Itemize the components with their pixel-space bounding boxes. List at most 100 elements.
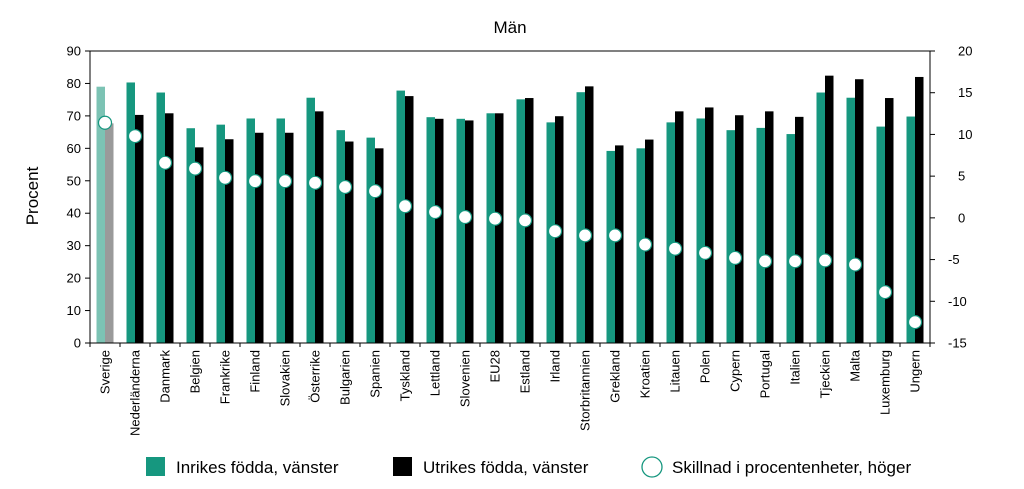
marker-skillnad-3	[187, 161, 203, 176]
y2-tick-label: -5	[948, 252, 960, 267]
legend-label-skillnad: Skillnad i procentenheter, höger	[672, 458, 911, 477]
marker-skillnad-16	[577, 228, 593, 243]
bar-utrikes-16	[585, 86, 594, 344]
x-category-label: Polen	[698, 350, 713, 383]
marker-skillnad-17	[607, 228, 623, 243]
y2-tick-label: 0	[958, 210, 965, 225]
y-tick-label: 60	[67, 141, 81, 156]
marker-skillnad-6	[277, 174, 293, 189]
x-category-label: Irland	[548, 350, 563, 383]
bar-inrikes-0	[96, 86, 105, 343]
marker-skillnad-5	[247, 174, 263, 189]
x-category-label: Portugal	[758, 350, 773, 399]
y2-tick-label: 10	[958, 127, 972, 142]
bar-utrikes-8	[345, 141, 354, 343]
marker-skillnad-7	[307, 175, 323, 190]
x-category-label: Ungern	[908, 350, 923, 393]
legend-swatch-inrikes	[146, 457, 165, 476]
bar-inrikes-5	[246, 118, 255, 343]
marker-skillnad-12	[457, 209, 473, 225]
x-category-label: Bulgarien	[338, 350, 353, 405]
marker-skillnad-0	[97, 115, 113, 130]
bar-utrikes-5	[255, 132, 264, 343]
y2-tick-label: 5	[958, 169, 965, 184]
bar-utrikes-6	[285, 132, 294, 343]
marker-skillnad-13	[487, 211, 503, 226]
marker-skillnad-14	[517, 213, 533, 228]
y2-tick-label: 15	[958, 85, 972, 100]
bar-utrikes-3	[195, 147, 204, 343]
legend-swatch-utrikes	[393, 457, 412, 476]
legend: Inrikes födda, vänster Utrikes födda, vän…	[146, 456, 911, 478]
marker-skillnad-10	[397, 199, 413, 214]
x-category-label: Belgien	[188, 350, 203, 393]
marker-skillnad-18	[637, 237, 653, 252]
x-category-label: Nederländerna	[128, 349, 143, 436]
bar-inrikes-9	[366, 137, 375, 343]
bar-inrikes-7	[306, 97, 315, 343]
bar-inrikes-26	[876, 126, 885, 343]
marker-skillnad-4	[217, 170, 233, 185]
bar-utrikes-19	[675, 111, 684, 343]
bar-utrikes-4	[225, 139, 234, 343]
legend-label-inrikes: Inrikes födda, vänster	[176, 458, 339, 477]
bar-inrikes-12	[456, 118, 465, 343]
x-category-label: Slovenien	[458, 350, 473, 407]
bar-inrikes-10	[396, 90, 405, 343]
bar-utrikes-11	[435, 118, 444, 343]
bar-utrikes-17	[615, 145, 624, 343]
y-tick-label: 30	[67, 238, 81, 253]
y-tick-label: 70	[67, 108, 81, 123]
y2-tick-label: -10	[948, 294, 967, 309]
x-category-label: Luxemburg	[878, 350, 893, 415]
y2-tick-label: 20	[958, 44, 972, 59]
bar-inrikes-19	[666, 122, 675, 343]
x-category-label: Estland	[518, 350, 533, 393]
bar-inrikes-16	[576, 92, 585, 343]
x-category-label: Slovakien	[278, 350, 293, 406]
bar-inrikes-6	[276, 118, 285, 343]
x-category-label: Cypern	[728, 350, 743, 392]
marker-skillnad-11	[427, 204, 443, 220]
x-category-label: Sverige	[98, 350, 113, 394]
bar-utrikes-10	[405, 96, 414, 343]
y2-tick-label: -15	[948, 336, 967, 351]
chart-title: Män	[493, 18, 526, 37]
x-category-label: Frankrike	[218, 350, 233, 404]
plot-frame	[89, 50, 931, 344]
bar-inrikes-8	[336, 130, 345, 343]
y-tick-label: 10	[67, 303, 81, 318]
bar-utrikes-26	[885, 98, 894, 343]
bar-inrikes-20	[696, 118, 705, 343]
marker-skillnad-22	[757, 254, 773, 269]
bar-utrikes-13	[495, 113, 504, 343]
y-tick-label: 50	[67, 173, 81, 188]
bar-utrikes-20	[705, 107, 714, 343]
y-tick-label: 40	[67, 206, 81, 221]
bar-utrikes-27	[915, 76, 924, 344]
y-axis-label: Procent	[23, 166, 42, 225]
bar-inrikes-2	[156, 92, 165, 343]
bar-inrikes-22	[756, 127, 765, 343]
bar-inrikes-11	[426, 117, 435, 343]
bar-inrikes-25	[846, 97, 855, 343]
bar-utrikes-2	[165, 113, 174, 343]
bar-inrikes-21	[726, 130, 735, 343]
x-category-label: Italien	[788, 350, 803, 385]
bar-utrikes-22	[765, 111, 774, 343]
bar-utrikes-0	[105, 123, 114, 343]
marker-skillnad-20	[697, 245, 713, 260]
x-category-label: Lettland	[428, 350, 443, 396]
marker-skillnad-26	[877, 285, 893, 300]
plot-area: 0 10 20 30 40 50 60 70 80 90 -15 -10 -5 0 5 10 15 20 Sveri…	[67, 44, 973, 437]
x-category-label: Österrike	[308, 350, 323, 403]
x-category-label: Malta	[848, 349, 863, 382]
bar-inrikes-4	[216, 124, 225, 344]
x-category-label: Kroatien	[638, 350, 653, 398]
marker-skillnad-2	[157, 155, 173, 170]
bar-utrikes-12	[465, 120, 474, 344]
legend-label-utrikes: Utrikes födda, vänster	[423, 458, 589, 477]
bar-utrikes-25	[855, 79, 864, 343]
